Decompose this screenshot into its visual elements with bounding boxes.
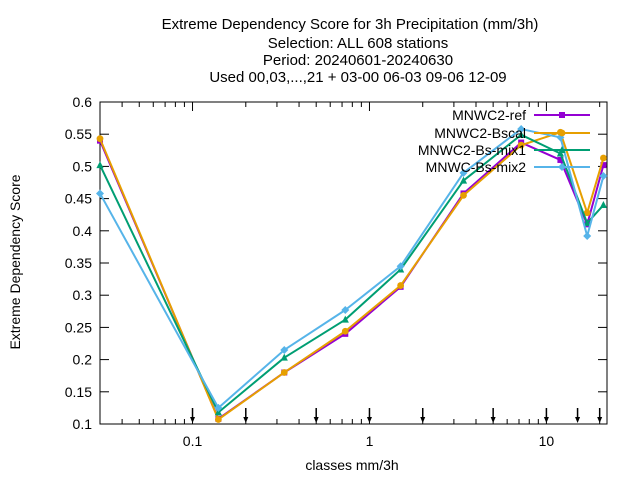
- y-tick-label: 0.4: [73, 223, 93, 239]
- y-tick-label: 0.25: [65, 319, 92, 335]
- x-tick-label: 0.1: [183, 433, 203, 449]
- title-line-4: Used 00,03,...,21 + 03-00 06-03 09-06 12…: [209, 69, 506, 86]
- data-point: [214, 416, 222, 423]
- legend: MNWC2-ref MNWC2-BscalMNWC2-Bs-mix1MNWC-Bs…: [418, 107, 590, 175]
- legend-entry: MNWC2-ref: [452, 107, 590, 123]
- y-tick-label: 0.3: [73, 287, 93, 303]
- threshold-arrow: [575, 408, 581, 423]
- y-tick-label: 0.5: [73, 158, 93, 174]
- y-tick-label: 0.2: [73, 352, 93, 368]
- y-tick-label: 0.6: [73, 94, 93, 110]
- legend-entry: MNWC2-Bs-mix1: [418, 142, 590, 158]
- data-point: [517, 141, 525, 149]
- threshold-arrow: [190, 408, 196, 423]
- data-point: [280, 353, 288, 361]
- legend-swatch-marker: [558, 129, 566, 137]
- data-point: [214, 403, 223, 412]
- y-axis-label: Extreme Dependency Score: [7, 174, 23, 349]
- data-point: [583, 231, 592, 240]
- data-point: [556, 149, 565, 157]
- legend-swatch-marker: [559, 112, 565, 118]
- data-point: [600, 162, 607, 169]
- data-point: [341, 327, 349, 335]
- data-point: [214, 408, 222, 416]
- data-point: [517, 125, 526, 134]
- title-line-1: Extreme Dependency Score for 3h Precipit…: [162, 16, 539, 33]
- y-axis: 0.1 0.15 0.2 0.25 0.3 0.35 0.4 0.45 0.5 0.55 0.6: [65, 94, 607, 432]
- legend-entry: MNWC2-Bscal: [434, 125, 590, 141]
- legend-swatch-marker: [558, 163, 566, 171]
- series-4: [96, 125, 608, 412]
- data-point: [459, 168, 468, 177]
- series-2: [96, 128, 607, 423]
- threshold-arrow: [366, 408, 372, 423]
- series-line: [99, 128, 605, 409]
- threshold-markers: [190, 408, 603, 423]
- data-point: [600, 154, 607, 162]
- legend-label: MNWC2-ref: [452, 107, 526, 123]
- title-line-2: Selection: ALL 608 stations: [268, 35, 448, 52]
- title-line-3: Period: 20240601-20240630: [263, 52, 453, 69]
- data-point: [96, 135, 104, 143]
- legend-label: MNWC2-Bscal: [434, 125, 526, 141]
- legend-label: MNWC-Bs-mix2: [426, 159, 527, 175]
- y-tick-label: 0.1: [73, 416, 93, 432]
- y-tick-label: 0.15: [65, 384, 92, 400]
- chart-title: Extreme Dependency Score for 3h Precipit…: [162, 16, 539, 86]
- data-point: [583, 209, 591, 217]
- y-tick-label: 0.35: [65, 255, 92, 271]
- data-point: [459, 176, 468, 184]
- y-tick-label: 0.55: [65, 126, 92, 142]
- data-point: [341, 315, 349, 323]
- data-point: [599, 172, 608, 181]
- data-point: [280, 345, 289, 354]
- data-point: [96, 189, 104, 198]
- legend-entry: MNWC-Bs-mix2: [426, 159, 590, 175]
- data-point: [599, 201, 608, 209]
- x-tick-label: 10: [539, 433, 555, 449]
- data-point: [341, 306, 350, 315]
- data-point: [396, 262, 405, 271]
- threshold-arrow: [243, 408, 249, 423]
- data-point: [517, 130, 525, 138]
- threshold-arrow: [597, 408, 603, 423]
- y-tick-label: 0.45: [65, 191, 92, 207]
- data-point: [583, 219, 591, 227]
- data-point: [397, 282, 405, 289]
- data-point: [557, 156, 564, 163]
- threshold-arrow: [420, 408, 426, 423]
- threshold-arrow: [543, 408, 549, 423]
- series-line: [99, 131, 605, 421]
- legend-label: MNWC2-Bs-mix1: [418, 142, 526, 158]
- data-point: [280, 369, 288, 376]
- data-point: [96, 161, 104, 169]
- series-layer: [96, 125, 608, 423]
- legend-swatch-marker: [558, 146, 566, 153]
- threshold-arrow: [490, 408, 496, 423]
- x-tick-label: 1: [366, 433, 374, 449]
- x-axis-label: classes mm/3h: [305, 457, 398, 473]
- data-point: [460, 191, 467, 199]
- threshold-arrow: [313, 408, 319, 423]
